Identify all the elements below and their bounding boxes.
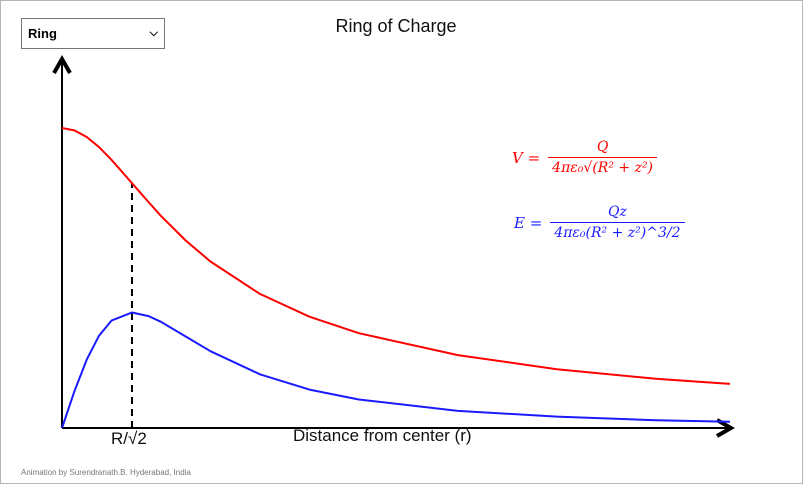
marker-label: R/√2 bbox=[111, 429, 147, 448]
eq-numerator: Q bbox=[596, 139, 609, 155]
x-axis-label: Distance from center (r) bbox=[293, 426, 472, 445]
series-E-line bbox=[61, 311, 731, 429]
eq-denominator: 4πε₀√(R² + z²) bbox=[548, 157, 658, 176]
potential-equation: V = Q 4πε₀√(R² + z²) bbox=[512, 139, 658, 176]
field-equation: E = Qz 4πε₀(R² + z²)^3/2 bbox=[514, 204, 685, 241]
eq-denominator: 4πε₀(R² + z²)^3/2 bbox=[550, 222, 685, 241]
eq-lhs: E = bbox=[514, 213, 543, 232]
chart-title: Ring of Charge bbox=[335, 16, 457, 36]
chevron-down-icon: ⌵ bbox=[149, 27, 158, 39]
series-V-line bbox=[61, 127, 731, 385]
eq-numerator: Qz bbox=[607, 204, 627, 220]
eq-lhs: V = bbox=[512, 148, 541, 167]
select-value: Ring bbox=[28, 26, 57, 41]
credit-text: Animation by Surendranath.B. Hyderabad, … bbox=[21, 468, 191, 477]
charge-type-select[interactable]: Ring ⌵ bbox=[21, 18, 165, 49]
